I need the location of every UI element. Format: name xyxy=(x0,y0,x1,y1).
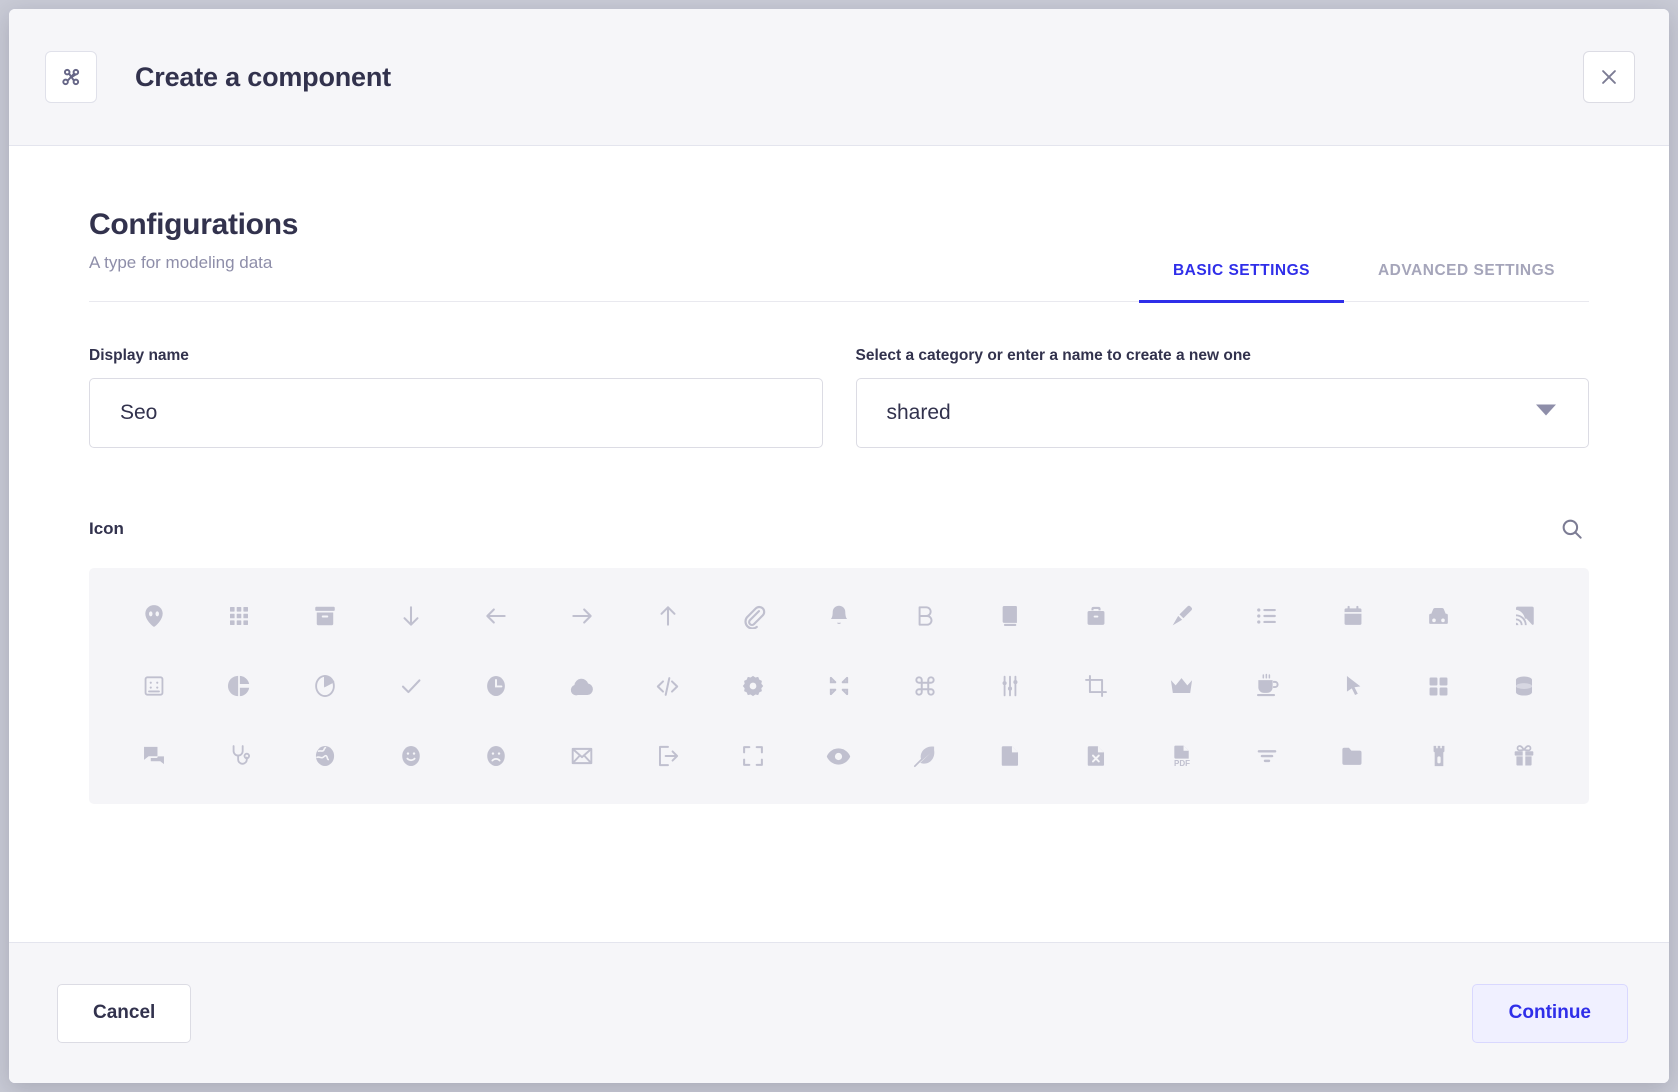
icon-exit[interactable] xyxy=(625,734,711,778)
icon-cast[interactable] xyxy=(1481,594,1567,638)
icon-file-excel[interactable] xyxy=(1053,734,1139,778)
icon-cursor[interactable] xyxy=(1310,664,1396,708)
icon-picker-section: Icon xyxy=(89,512,1589,804)
icon-dashboard[interactable] xyxy=(1396,664,1482,708)
icon-brush[interactable] xyxy=(1139,594,1225,638)
icon-chart-pie[interactable] xyxy=(282,664,368,708)
close-button[interactable] xyxy=(1583,51,1635,103)
icon-bold[interactable] xyxy=(882,594,968,638)
category-select-input[interactable] xyxy=(855,378,1589,448)
icon-chart-bubble[interactable] xyxy=(197,664,283,708)
icon-clock[interactable] xyxy=(454,664,540,708)
icon-search-button[interactable] xyxy=(1555,512,1589,546)
icon-book[interactable] xyxy=(967,594,1053,638)
icon-folder[interactable] xyxy=(1310,734,1396,778)
icon-apps[interactable] xyxy=(197,594,283,638)
modal-footer: Cancel Continue xyxy=(9,942,1669,1083)
icon-cloud[interactable] xyxy=(539,664,625,708)
icon-label: Icon xyxy=(89,519,124,538)
icon-doctor[interactable] xyxy=(197,734,283,778)
component-nodes-icon xyxy=(45,51,97,103)
icon-filter[interactable] xyxy=(1224,734,1310,778)
tab-basic-settings[interactable]: BASIC SETTINGS xyxy=(1138,262,1344,303)
display-name-label: Display name xyxy=(89,347,189,364)
icon-archive[interactable] xyxy=(282,594,368,638)
search-icon xyxy=(1562,519,1582,539)
display-name-input[interactable] xyxy=(89,378,823,448)
icon-earth[interactable] xyxy=(282,734,368,778)
icon-database[interactable] xyxy=(1481,664,1567,708)
continue-button[interactable]: Continue xyxy=(1471,983,1628,1043)
icon-bell[interactable] xyxy=(796,594,882,638)
create-component-modal: Create a component Configurations A type… xyxy=(9,9,1669,1083)
fields-row: Display name Select a category or enter … xyxy=(89,347,1589,448)
icon-grid: PDF xyxy=(89,568,1589,804)
icon-fort[interactable] xyxy=(1396,734,1482,778)
icon-crop[interactable] xyxy=(1053,664,1139,708)
cancel-button[interactable]: Cancel xyxy=(57,983,192,1043)
icon-gift[interactable] xyxy=(1481,734,1567,778)
icon-cash[interactable] xyxy=(111,664,197,708)
icon-eye[interactable] xyxy=(796,734,882,778)
icon-collapse[interactable] xyxy=(796,664,882,708)
icon-command[interactable] xyxy=(882,664,968,708)
icon-briefcase[interactable] xyxy=(1053,594,1139,638)
icon-code[interactable] xyxy=(625,664,711,708)
icon-file[interactable] xyxy=(967,734,1053,778)
settings-tabs: BASIC SETTINGS ADVANCED SETTINGS xyxy=(1138,262,1589,303)
icon-discuss[interactable] xyxy=(111,734,197,778)
category-field: Select a category or enter a name to cre… xyxy=(855,347,1589,448)
icon-file-pdf[interactable]: PDF xyxy=(1139,734,1225,778)
icon-picker-header: Icon xyxy=(89,512,1589,546)
icon-arrow-right[interactable] xyxy=(539,594,625,638)
section-header: Configurations A type for modeling data … xyxy=(89,208,1589,303)
icon-envelope[interactable] xyxy=(539,734,625,778)
icon-alien[interactable] xyxy=(111,594,197,638)
svg-text:PDF: PDF xyxy=(1174,759,1190,768)
tab-advanced-settings[interactable]: ADVANCED SETTINGS xyxy=(1377,262,1555,279)
icon-arrow-left[interactable] xyxy=(454,594,540,638)
icon-emotion-happy[interactable] xyxy=(368,734,454,778)
page-title: Create a component xyxy=(135,61,391,92)
icon-arrow-up[interactable] xyxy=(625,594,711,638)
category-label: Select a category or enter a name to cre… xyxy=(855,347,1251,364)
icon-cog[interactable] xyxy=(711,664,797,708)
section-header-text: Configurations A type for modeling data xyxy=(89,208,1139,301)
icon-arrow-down[interactable] xyxy=(368,594,454,638)
icon-emotion-unhappy[interactable] xyxy=(454,734,540,778)
icon-car[interactable] xyxy=(1396,594,1482,638)
modal-body: Configurations A type for modeling data … xyxy=(9,146,1669,942)
close-icon xyxy=(1602,70,1616,84)
icon-bulleted-list[interactable] xyxy=(1224,594,1310,638)
display-name-field: Display name xyxy=(89,347,823,448)
configurations-title: Configurations xyxy=(89,208,299,241)
icon-feather[interactable] xyxy=(882,734,968,778)
icon-crown[interactable] xyxy=(1139,664,1225,708)
icon-expand[interactable] xyxy=(711,734,797,778)
icon-cup[interactable] xyxy=(1224,664,1310,708)
category-select-wrap xyxy=(855,378,1589,448)
icon-calendar[interactable] xyxy=(1310,594,1396,638)
icon-attachment[interactable] xyxy=(711,594,797,638)
modal-header: Create a component xyxy=(9,9,1669,146)
icon-check[interactable] xyxy=(368,664,454,708)
icon-controls[interactable] xyxy=(967,664,1053,708)
configurations-subtitle: A type for modeling data xyxy=(89,253,273,272)
